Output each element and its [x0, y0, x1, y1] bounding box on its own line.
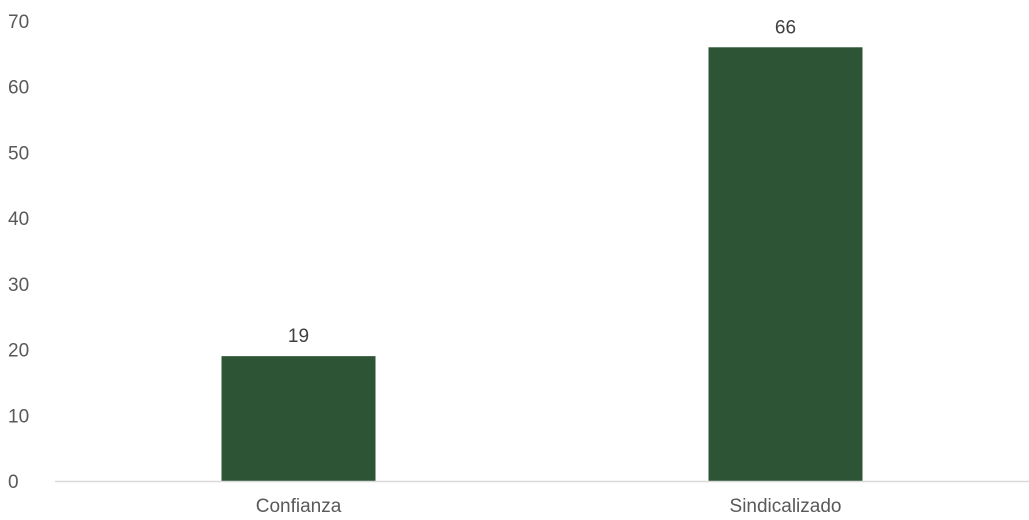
x-axis-category-labels: Confianza Sindicalizado	[256, 496, 842, 517]
bar-confianza	[221, 356, 376, 481]
y-tick-label: 40	[8, 209, 29, 230]
y-tick-label: 20	[8, 341, 29, 362]
category-label-confianza: Confianza	[256, 496, 342, 517]
data-label-confianza: 19	[288, 326, 309, 347]
y-tick-label: 10	[8, 406, 29, 427]
bars	[221, 47, 863, 482]
data-label-sindicalizado: 66	[775, 17, 796, 38]
category-label-sindicalizado: Sindicalizado	[730, 496, 842, 517]
y-tick-label: 0	[8, 472, 19, 493]
y-axis-ticks: 0 10 20 30 40 50 60 70	[8, 12, 29, 493]
y-tick-label: 60	[8, 78, 29, 99]
y-tick-label: 70	[8, 12, 29, 33]
y-tick-label: 30	[8, 275, 29, 296]
y-tick-label: 50	[8, 143, 29, 164]
bar-sindicalizado	[708, 47, 863, 482]
